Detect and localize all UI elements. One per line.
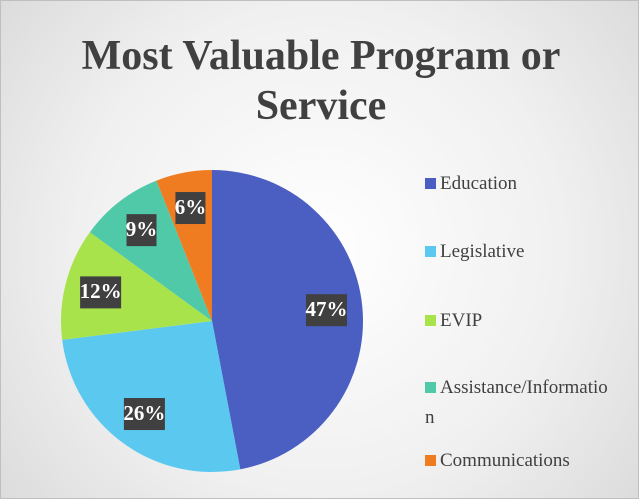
- data-label: 12%: [80, 279, 122, 303]
- legend-swatch: [425, 382, 436, 393]
- legend-label: EVIP: [440, 310, 483, 331]
- data-label-box: [126, 214, 157, 247]
- legend-item: Education: [425, 169, 615, 199]
- data-label: 26%: [123, 401, 165, 425]
- data-label: 47%: [305, 297, 347, 321]
- legend-item: Assistance/Information: [425, 373, 615, 433]
- legend-item: EVIP: [425, 306, 615, 336]
- legend-label: Legislative: [440, 241, 525, 262]
- data-label: 9%: [126, 217, 158, 241]
- legend-swatch: [425, 455, 436, 466]
- legend-swatch: [425, 315, 436, 326]
- legend-label: Communications: [440, 450, 570, 471]
- pie-slice: [62, 321, 241, 472]
- legend-item: Legislative: [425, 237, 615, 267]
- legend-item: Communications: [425, 446, 615, 476]
- data-label-box: [175, 192, 206, 225]
- data-label: 6%: [175, 195, 207, 219]
- legend-label: Assistance/Information: [425, 377, 608, 428]
- pie-slice: [61, 232, 212, 340]
- legend-swatch: [425, 178, 436, 189]
- data-label-box: [305, 294, 347, 327]
- pie-slice: [212, 170, 364, 470]
- data-label-box: [80, 276, 122, 309]
- legend-swatch: [425, 246, 436, 257]
- pie-slice: [89, 180, 212, 321]
- chart-title: Most Valuable Program or Service: [81, 33, 561, 129]
- data-label-box: [123, 398, 165, 431]
- legend-label: Education: [440, 173, 518, 194]
